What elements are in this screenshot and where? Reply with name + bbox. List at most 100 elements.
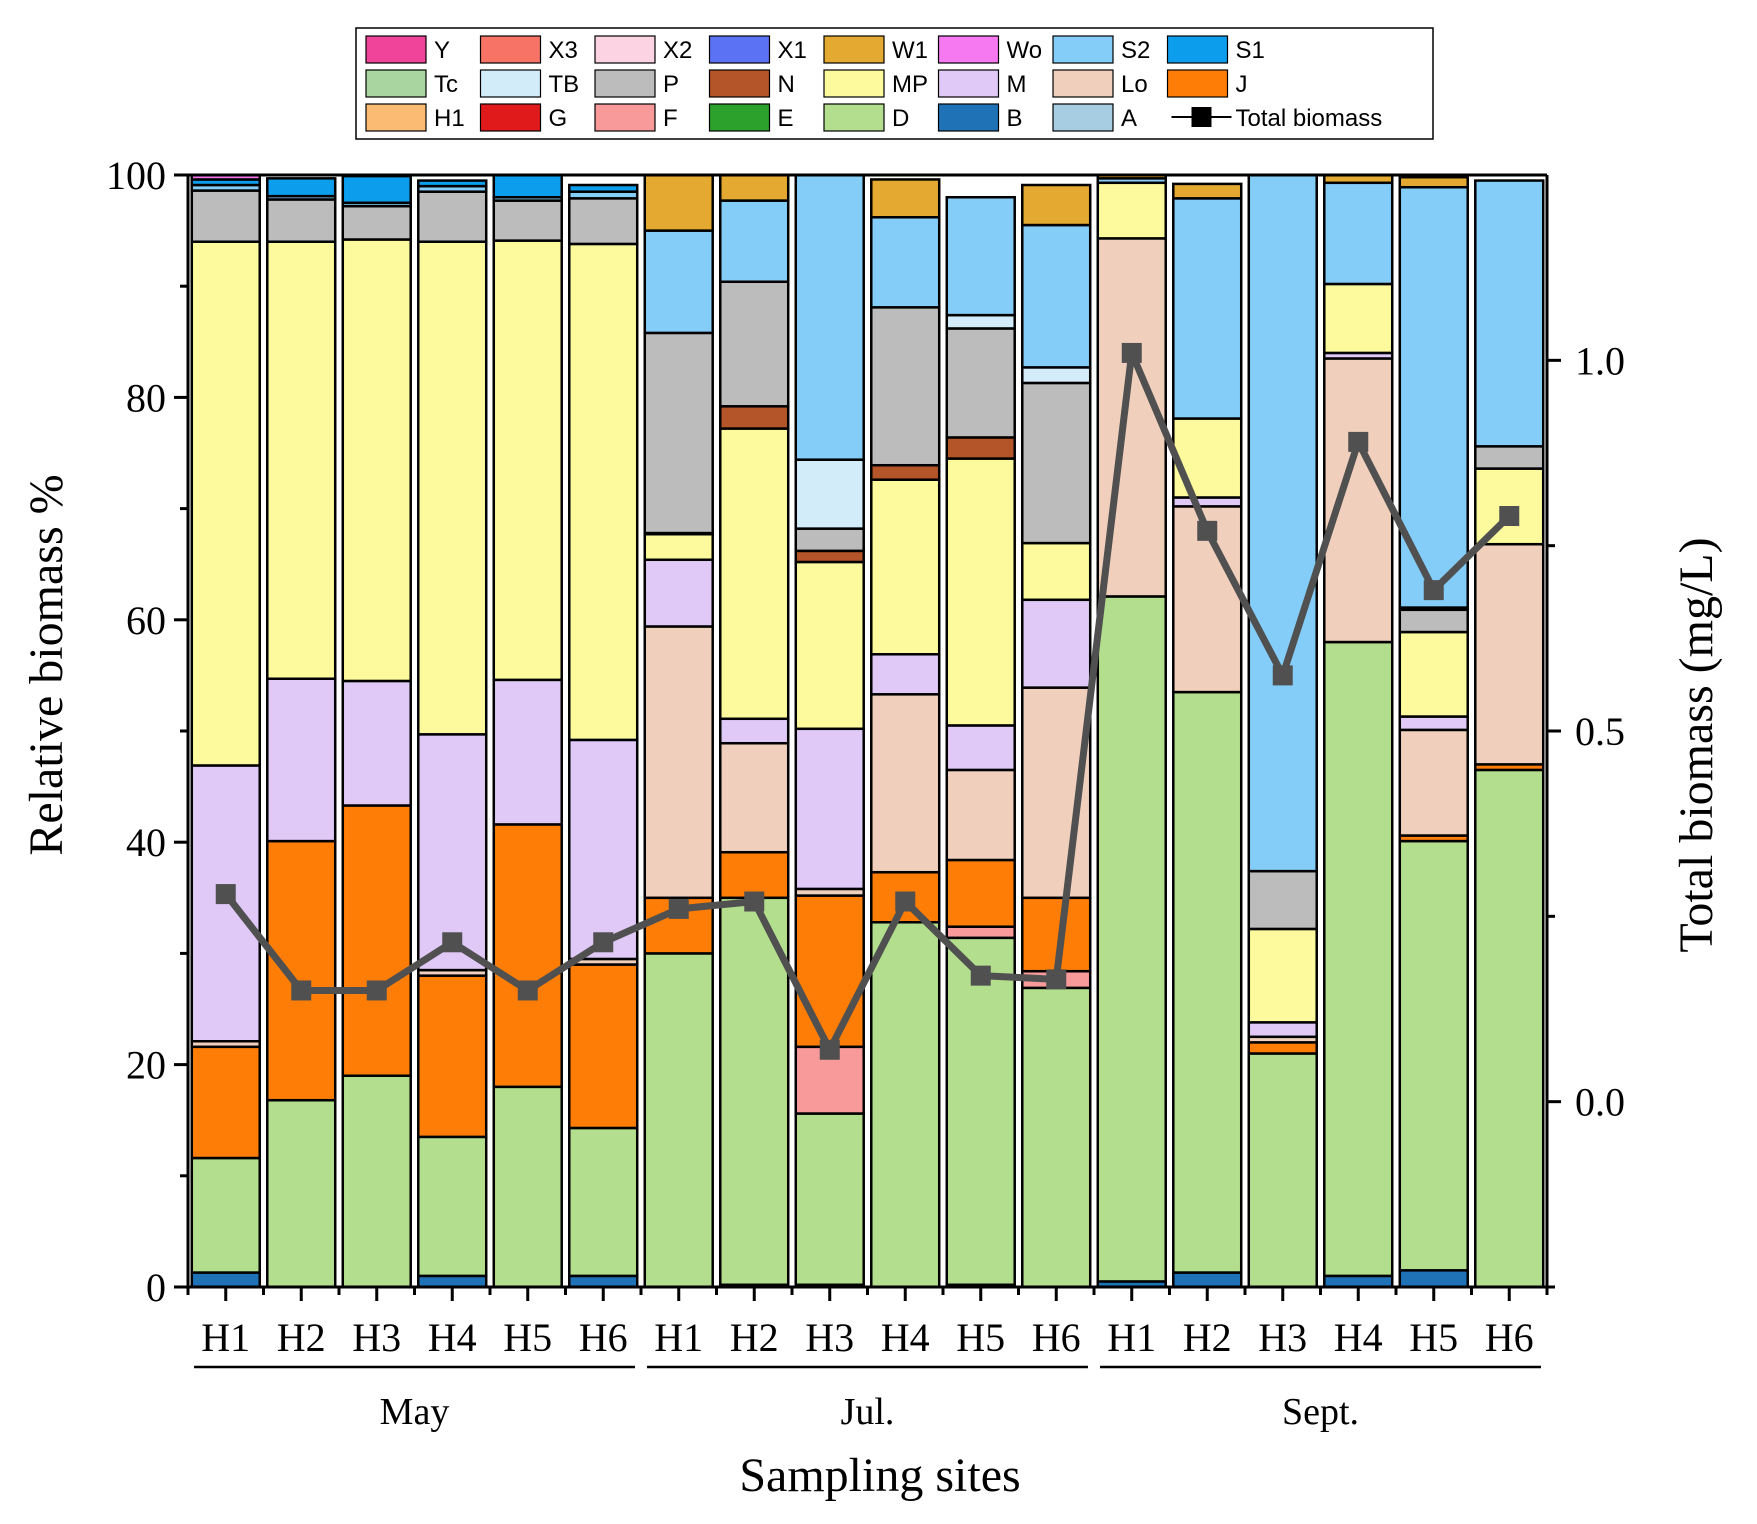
legend-label-f: F (663, 105, 678, 132)
bar-segment-mp-15 (1247, 927, 1318, 1024)
bar-segment-mp-1 (190, 240, 261, 767)
y-tick-label-40: 40 (126, 820, 166, 865)
bar-segment-j-2 (266, 839, 337, 1102)
bar-segment-lo-18 (1474, 542, 1545, 766)
legend-label-tc: Tc (434, 71, 458, 98)
legend-label-d: D (892, 105, 909, 132)
bar-segment-m-3 (341, 679, 412, 807)
bar-segment-j-4 (417, 974, 488, 1139)
legend-swatch-h1 (365, 103, 427, 132)
legend-swatch-j (1166, 69, 1229, 98)
legend-label-tb: TB (549, 71, 580, 98)
bar-segment-lo-16 (1323, 357, 1394, 644)
bar-segment-d-11 (945, 936, 1016, 1287)
bar-segment-n-9 (794, 549, 865, 564)
legend: Y X3 X2 X1 W1 Wo S2 S1 Tc TB P N MP M Lo J H1 G F E D B A Total… (355, 27, 1434, 140)
bar-segment-m-4 (417, 733, 488, 972)
bar-segment-m-12 (1021, 598, 1092, 689)
bar-segment-p-8 (719, 280, 790, 408)
legend-swatch-tc (365, 69, 427, 98)
total-biomass-point-7 (668, 898, 689, 919)
x-tick-label-18: H6 (1485, 1315, 1534, 1360)
bar-segment-p-3 (341, 204, 412, 241)
x-tick-label-2: H2 (277, 1315, 326, 1360)
bar-segment-d-12 (1021, 986, 1092, 1289)
x-tick-label-17: H5 (1409, 1315, 1458, 1360)
bar-segment-d-18 (1474, 768, 1545, 1289)
bar-segment-d-13 (1096, 595, 1167, 1283)
total-biomass-point-12 (1046, 969, 1067, 990)
legend-swatch-f (594, 103, 656, 132)
bar-segment-m-2 (266, 677, 337, 843)
bar-segment-d-3 (341, 1074, 412, 1289)
y2-tick-label-0.0: 0.0 (1575, 1080, 1625, 1125)
bar-segment-s2-14 (1172, 197, 1243, 420)
bar-segment-d-14 (1172, 690, 1243, 1274)
legend-swatch-x3 (479, 35, 542, 64)
legend-label-s2: S2 (1121, 37, 1150, 64)
total-biomass-point-15 (1272, 665, 1293, 686)
legend-swatch-d (823, 103, 885, 132)
bar-segment-mp-12 (1021, 541, 1092, 602)
legend-label-n: N (778, 71, 795, 98)
bar-segment-lo-7 (643, 625, 714, 900)
bar-segment-s2-12 (1021, 223, 1092, 369)
month-label-sept: Sept. (1282, 1391, 1359, 1433)
axes-layer: 0 20 40 60 80 100 0.0 0.5 1.0 H1 H2 H3 H4 H5 H6 H1 H2 H3 H… (106, 153, 1625, 1433)
bar-segment-mp-9 (794, 560, 865, 731)
bar-segment-m-11 (945, 724, 1016, 772)
bar-segment-n-10 (870, 463, 941, 481)
bar-segment-p-1 (190, 189, 261, 243)
bar-segment-m-10 (870, 653, 941, 696)
bar-segment-b-16 (1323, 1274, 1394, 1289)
bar-segment-b-4 (417, 1274, 488, 1289)
bar-segment-p-18 (1474, 445, 1545, 470)
legend-label-x2: X2 (663, 37, 692, 64)
bar-segment-d-10 (870, 921, 941, 1289)
y2-axis-title: Total biomass (mg/L) (1670, 537, 1723, 952)
bar-segment-d-5 (492, 1085, 563, 1289)
legend-label-x3: X3 (549, 37, 578, 64)
total-biomass-point-17 (1423, 580, 1444, 601)
total-biomass-point-5 (517, 980, 538, 1001)
legend-swatch-x1 (708, 35, 771, 64)
month-label-may: May (380, 1391, 450, 1433)
total-biomass-point-4 (442, 932, 463, 953)
total-biomass-line (222, 349, 1512, 1054)
legend-swatch-m (937, 69, 1000, 98)
bar-segment-mp-6 (568, 242, 639, 742)
bar-segment-w1-8 (719, 173, 790, 202)
x-tick-label-13: H1 (1107, 1315, 1156, 1360)
bar-segment-m-8 (719, 717, 790, 745)
bar-segment-j-1 (190, 1045, 261, 1160)
bar-segment-s1-2 (266, 177, 337, 198)
legend-label-wo: Wo (1007, 37, 1043, 64)
bar-segment-mp-5 (492, 239, 563, 682)
bar-segment-f-11 (945, 925, 1016, 940)
bar-segment-p-12 (1021, 381, 1092, 545)
bar-segment-j-15 (1247, 1041, 1318, 1055)
legend-swatch-e (708, 103, 771, 132)
bar-segment-d-2 (266, 1098, 337, 1289)
bar-segment-w1-12 (1021, 183, 1092, 227)
bar-segment-s1-3 (341, 174, 412, 205)
legend-swatch-lo (1052, 69, 1114, 98)
bar-segment-lo-17 (1398, 728, 1469, 837)
bar-segment-tb-12 (1021, 366, 1092, 385)
bar-segment-b-6 (568, 1274, 639, 1289)
bar-segment-p-4 (417, 190, 488, 243)
total-biomass-point-10 (895, 891, 916, 912)
bar-segment-n-11 (945, 436, 1016, 460)
y-tick-label-0: 0 (146, 1265, 166, 1310)
bar-segment-s2-10 (870, 216, 941, 309)
legend-label-j: J (1236, 71, 1248, 98)
bar-segment-d-16 (1323, 640, 1394, 1278)
legend-label-e: E (778, 105, 794, 132)
bar-segment-j-6 (568, 963, 639, 1130)
bar-segment-b-14 (1172, 1271, 1243, 1289)
x-tick-label-5: H5 (503, 1315, 552, 1360)
total-biomass-point-11 (970, 965, 991, 986)
legend-swatch-s1 (1166, 35, 1229, 64)
bar-segment-lo-12 (1021, 686, 1092, 900)
x-tick-label-7: H1 (654, 1315, 703, 1360)
